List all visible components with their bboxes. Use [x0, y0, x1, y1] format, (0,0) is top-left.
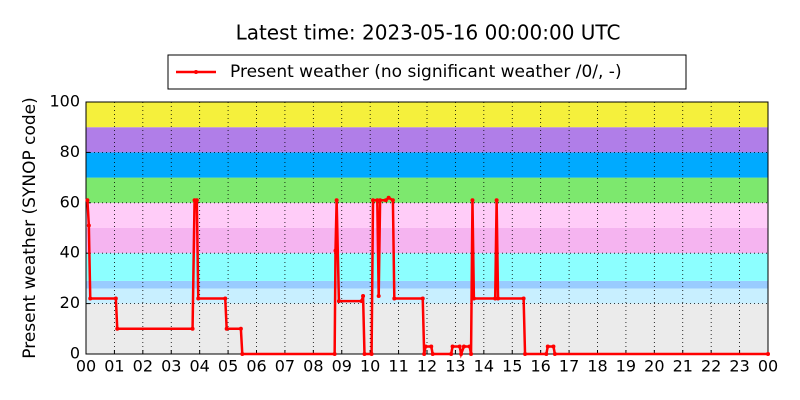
- x-tick-label: 19: [616, 357, 636, 376]
- data-point: [429, 344, 434, 349]
- data-point: [430, 352, 435, 356]
- background-band: [86, 152, 768, 178]
- data-point: [494, 198, 499, 203]
- chart-title: Latest time: 2023-05-16 00:00:00 UTC: [236, 21, 621, 45]
- data-point: [766, 352, 770, 356]
- data-point: [521, 296, 526, 301]
- plot-frame: [85, 101, 769, 355]
- data-point: [470, 198, 475, 203]
- data-point: [332, 352, 337, 356]
- data-point: [461, 344, 466, 349]
- x-tick-label: 02: [133, 357, 153, 376]
- x-tick-label: 01: [104, 357, 124, 376]
- data-point: [496, 296, 501, 301]
- y-tick-label: 40: [60, 243, 80, 262]
- data-point: [469, 352, 474, 356]
- data-point: [240, 352, 245, 356]
- data-point: [420, 296, 425, 301]
- data-point: [86, 223, 91, 228]
- data-point: [390, 198, 395, 203]
- y-tick-label: 20: [60, 293, 80, 312]
- x-tick-label: 08: [303, 357, 323, 376]
- background-band: [86, 228, 768, 254]
- data-point: [375, 198, 380, 203]
- data-point: [334, 198, 339, 203]
- data-point: [359, 299, 364, 304]
- legend-box: [167, 54, 687, 90]
- x-tick-label: 17: [559, 357, 579, 376]
- x-tick-label: 16: [530, 357, 550, 376]
- data-point: [238, 326, 243, 331]
- data-point: [115, 326, 120, 331]
- data-point: [449, 352, 454, 356]
- data-point: [190, 326, 195, 331]
- x-tick-label: 11: [388, 357, 408, 376]
- background-band: [86, 280, 768, 289]
- data-point: [471, 296, 476, 301]
- data-point: [450, 344, 455, 349]
- y-tick-label: 0: [70, 344, 80, 363]
- data-point: [383, 198, 388, 203]
- data-point: [88, 296, 93, 301]
- x-tick-label: 14: [474, 357, 494, 376]
- data-point: [544, 352, 549, 356]
- data-point: [224, 326, 229, 331]
- background-band: [86, 288, 768, 304]
- background-band: [86, 253, 768, 281]
- x-tick-label: 09: [332, 357, 352, 376]
- data-point: [552, 352, 557, 356]
- data-point: [386, 195, 391, 200]
- x-tick-label: 10: [360, 357, 380, 376]
- x-tick-label: 20: [644, 357, 664, 376]
- data-point: [422, 352, 427, 356]
- data-point: [361, 294, 366, 299]
- x-tick-label: 00: [76, 357, 96, 376]
- data-point: [223, 296, 228, 301]
- x-tick-label: 23: [729, 357, 749, 376]
- data-point: [376, 294, 381, 299]
- data-point: [457, 344, 462, 349]
- data-point: [369, 352, 374, 356]
- data-point: [196, 296, 201, 301]
- data-point: [459, 352, 464, 356]
- x-tick-label: 07: [275, 357, 295, 376]
- x-tick-label: 15: [502, 357, 522, 376]
- y-tick-label: 100: [49, 92, 80, 111]
- data-point: [493, 296, 498, 301]
- y-axis-label: Present weather (SYNOP code): [20, 97, 40, 358]
- data-point: [378, 198, 383, 203]
- x-tick-label: 06: [246, 357, 266, 376]
- data-point: [423, 344, 428, 349]
- x-tick-label: 13: [445, 357, 465, 376]
- x-tick-label: 04: [189, 357, 209, 376]
- data-point: [362, 352, 367, 356]
- y-tick-label: 60: [60, 192, 80, 211]
- x-tick-label: 00: [758, 357, 778, 376]
- x-tick-label: 05: [218, 357, 238, 376]
- y-tick-label: 80: [60, 142, 80, 161]
- data-point: [551, 344, 556, 349]
- data-point: [113, 296, 118, 301]
- data-point: [371, 198, 376, 203]
- x-tick-label: 22: [701, 357, 721, 376]
- data-point: [333, 248, 338, 253]
- data-point: [194, 198, 199, 203]
- data-point: [392, 296, 397, 301]
- data-point: [523, 352, 528, 356]
- data-point: [336, 299, 341, 304]
- legend-label: Present weather (no significant weather …: [230, 62, 622, 82]
- x-tick-label: 21: [673, 357, 693, 376]
- background-band: [86, 127, 768, 153]
- data-point: [467, 344, 472, 349]
- legend-marker: [194, 70, 198, 74]
- x-tick-label: 03: [161, 357, 181, 376]
- data-point: [85, 198, 90, 203]
- data-point: [545, 344, 550, 349]
- x-tick-label: 12: [417, 357, 437, 376]
- x-tick-label: 18: [587, 357, 607, 376]
